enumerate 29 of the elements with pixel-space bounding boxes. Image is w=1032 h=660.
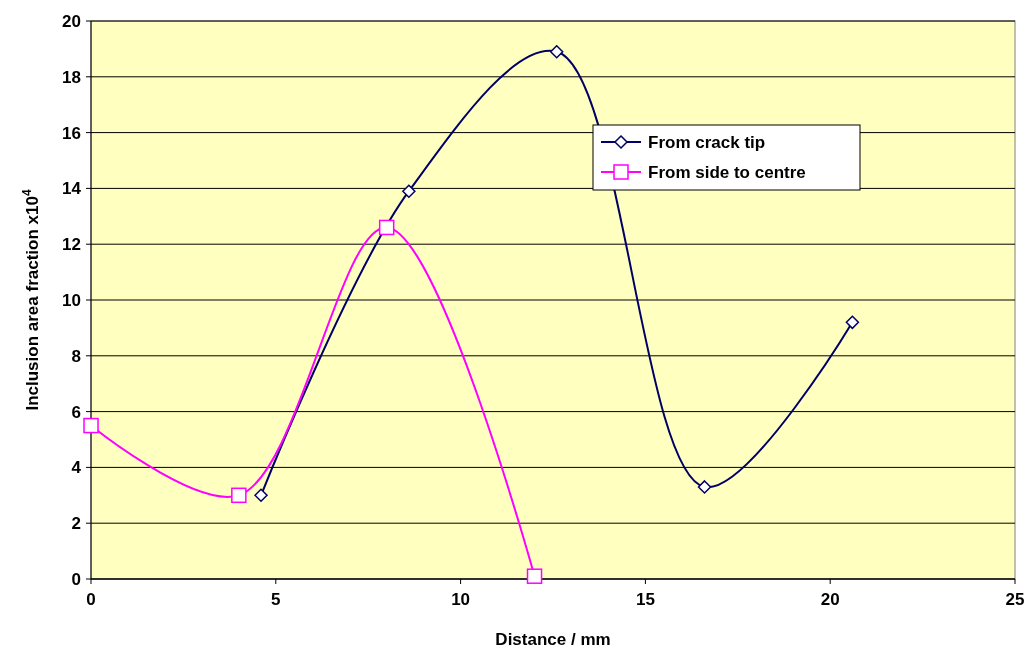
x-tick-label: 20 [820,590,840,609]
legend-label: From crack tip [648,132,766,152]
y-tick-label: 8 [71,346,81,366]
point [254,488,268,503]
y-tick-label: 6 [71,402,81,422]
point [526,568,543,584]
x-tick-label: 25 [1005,590,1025,609]
point [83,417,99,434]
x-axis-title: Distance / mm [495,630,611,649]
y-tick-label: 14 [62,179,82,199]
legend-label: From side to centre [648,162,806,182]
y-tick-label: 10 [62,290,81,310]
point [697,480,712,494]
y-tick-label: 12 [62,235,81,255]
y-tick-label: 4 [71,458,82,478]
x-tick-label: 10 [451,590,471,609]
x-tick-label: 15 [635,590,655,609]
point [402,184,416,198]
y-tick-label: 18 [62,67,81,87]
y-tick-label: 16 [62,123,81,143]
y-tick-label: 0 [71,569,81,589]
x-tick-label: 5 [271,590,281,609]
point [378,219,395,236]
point [231,487,247,504]
point [549,44,564,59]
point [845,315,860,330]
y-tick-label: 2 [71,514,81,534]
x-tick-label: 0 [86,590,96,609]
y-tick-label: 20 [62,11,81,31]
